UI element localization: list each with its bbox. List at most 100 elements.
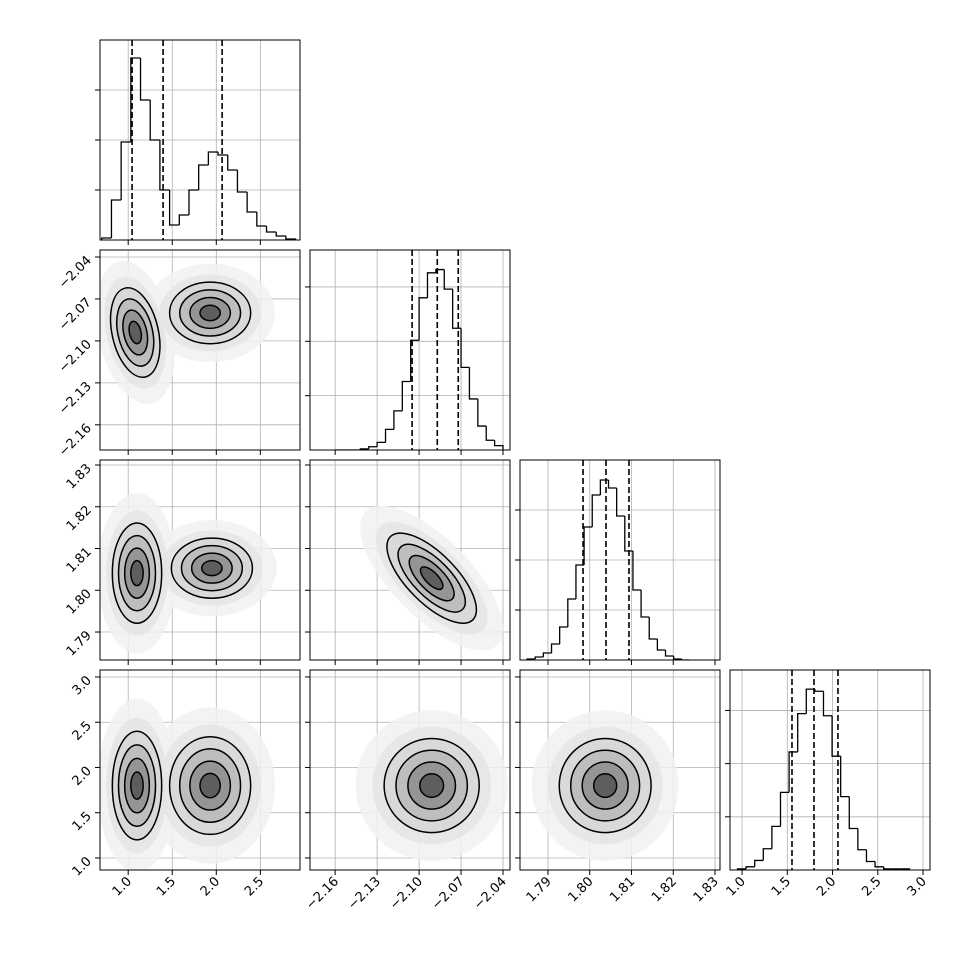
histogram-step: [418, 297, 428, 341]
histogram-step: [110, 199, 122, 238]
histogram-step: [460, 328, 470, 369]
y-tick-label: 1.0: [70, 854, 95, 879]
histogram-step: [788, 751, 798, 793]
histogram-step: [664, 650, 674, 657]
histogram-step: [848, 796, 858, 830]
panel-frame: [309, 249, 511, 451]
histogram-step: [376, 441, 386, 447]
histogram-step: [168, 190, 180, 226]
histogram-step: [130, 57, 141, 142]
histogram-step: [575, 564, 585, 599]
histogram-step: [401, 380, 411, 411]
histogram-step: [567, 598, 576, 627]
panel-frame: [519, 669, 721, 871]
histogram-step: [227, 155, 238, 171]
x-tick-label: 1.82: [649, 874, 680, 905]
x-tick-label: 2.0: [814, 874, 839, 899]
histogram-step: [285, 236, 297, 240]
histogram-step: [874, 861, 884, 868]
panel-frame: [309, 669, 511, 871]
histogram-step: [681, 659, 690, 660]
panel: [730, 670, 930, 870]
histogram-step: [840, 756, 850, 798]
panel-frame: [99, 39, 301, 241]
histogram-step: [591, 494, 601, 527]
histogram-step: [426, 272, 436, 298]
histogram-step: [648, 617, 658, 640]
histogram-step: [624, 516, 633, 552]
histogram-step: [217, 152, 228, 156]
histogram-step: [149, 100, 160, 141]
x-tick-label: −2.10: [387, 874, 426, 913]
panel: [100, 250, 300, 450]
histogram-step: [754, 859, 764, 867]
x-tick-label: 1.0: [724, 874, 749, 899]
histogram-step: [139, 58, 151, 101]
x-tick-label: 1.5: [154, 874, 179, 899]
x-tick-label: 1.79: [524, 874, 555, 905]
x-tick-label: −2.07: [429, 874, 468, 913]
y-tick-label: 1.82: [64, 503, 95, 534]
x-tick-label: −2.13: [345, 874, 384, 913]
panel: [310, 250, 510, 450]
histogram-step: [745, 866, 755, 869]
x-tick-label: 1.81: [607, 874, 638, 905]
histogram-step: [493, 440, 504, 450]
histogram-step: [673, 656, 682, 660]
histogram-step: [865, 849, 876, 863]
x-tick-label: 2.5: [242, 874, 267, 899]
y-tick-label: −2.16: [56, 421, 95, 460]
density-contour: [419, 566, 444, 591]
histogram-step: [559, 626, 568, 644]
panel-frame: [99, 249, 301, 451]
histogram-step: [542, 652, 552, 657]
histogram-step: [550, 643, 560, 653]
histogram-step: [443, 269, 453, 290]
histogram-step: [246, 192, 257, 213]
histogram-step: [805, 688, 815, 714]
histogram-step: [188, 189, 199, 215]
y-tick-label: 3.0: [70, 673, 95, 698]
y-tick-label: 1.81: [64, 545, 95, 576]
histogram-step: [485, 426, 495, 441]
density-contour: [130, 559, 144, 587]
histogram-step: [101, 237, 112, 240]
x-tick-label: 3.0: [905, 874, 930, 899]
panel-frame: [519, 459, 721, 661]
x-tick-label: 1.0: [110, 874, 135, 899]
y-tick-label: 1.80: [64, 586, 95, 617]
histogram-step: [393, 410, 403, 430]
histogram-step: [762, 848, 772, 861]
density-contour: [199, 772, 222, 799]
x-tick-label: 1.5: [769, 874, 794, 899]
histogram-step: [583, 526, 593, 565]
histogram-step: [159, 140, 170, 191]
panel: [310, 670, 510, 870]
histogram-step: [410, 339, 420, 382]
x-tick-label: −2.04: [471, 874, 510, 913]
density-contour: [130, 771, 144, 800]
histogram-step: [779, 791, 790, 827]
histogram-step: [616, 488, 625, 517]
histogram-step: [207, 151, 219, 165]
histogram-step: [640, 590, 650, 618]
histogram-step: [831, 715, 841, 757]
y-tick-label: −2.13: [56, 379, 95, 418]
x-tick-label: −2.16: [303, 874, 342, 913]
y-tick-label: −2.10: [56, 337, 95, 376]
y-tick-label: −2.04: [56, 253, 95, 292]
panel: [520, 670, 720, 870]
histogram-step: [256, 212, 267, 227]
histogram-step: [368, 446, 378, 449]
density-contour: [419, 773, 445, 799]
histogram-step: [883, 866, 893, 870]
histogram-step: [814, 689, 824, 692]
density-contour: [201, 559, 223, 577]
histogram-step: [236, 170, 248, 193]
histogram-step: [468, 367, 478, 400]
histogram-step: [771, 825, 781, 849]
y-tick-label: 1.5: [70, 809, 95, 834]
y-tick-label: 2.5: [70, 718, 95, 743]
panel: [520, 460, 720, 660]
histogram-step: [384, 428, 394, 443]
